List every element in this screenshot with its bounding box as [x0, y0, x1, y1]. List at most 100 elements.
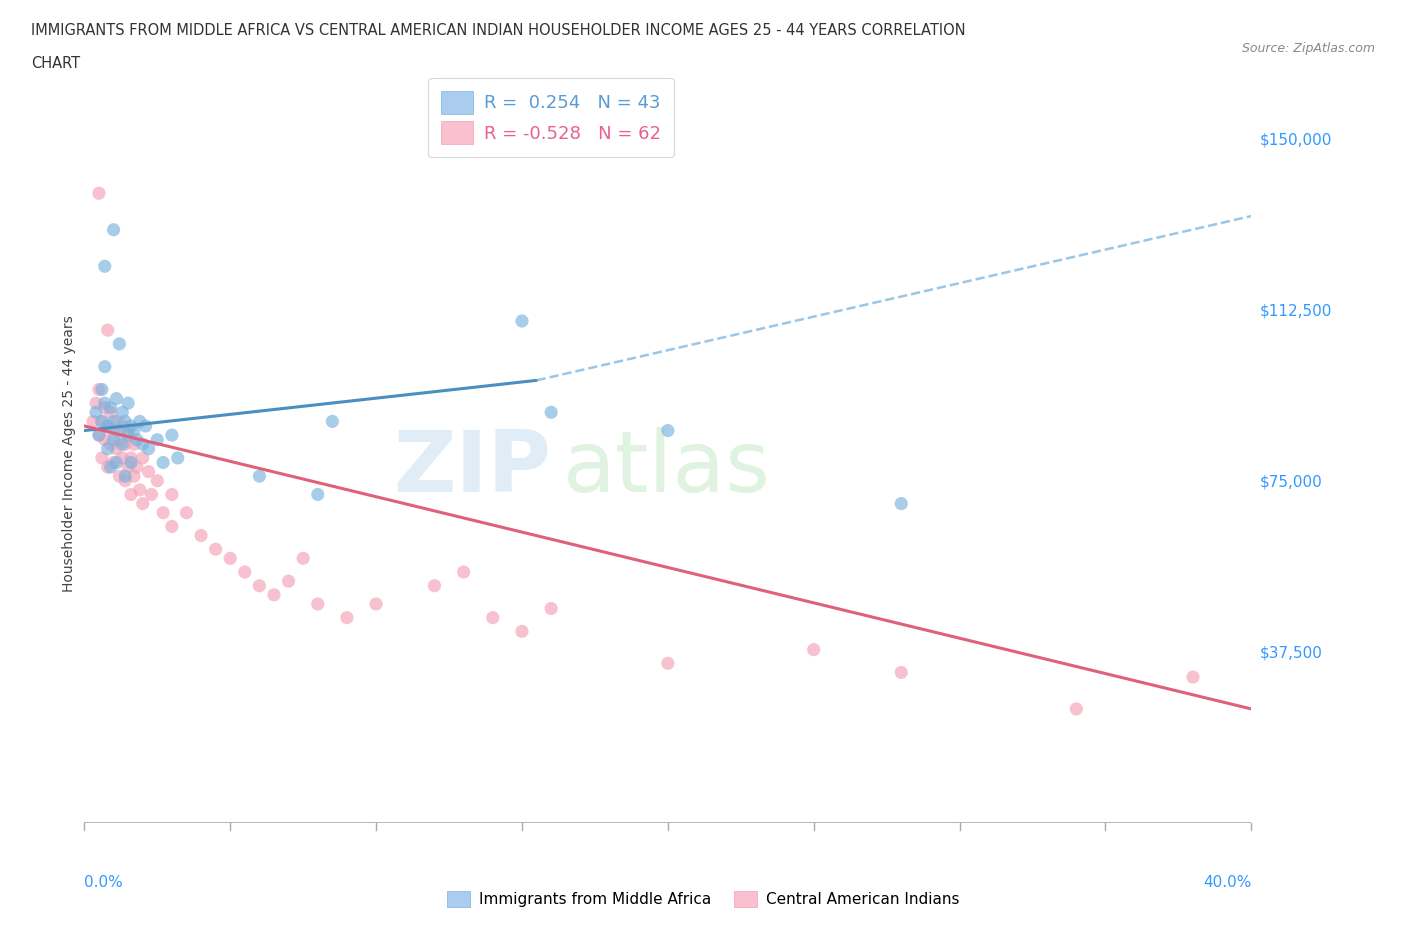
Point — [146, 432, 169, 447]
Point — [97, 418, 120, 433]
Text: CHART: CHART — [31, 56, 80, 71]
Point — [135, 418, 157, 433]
Point — [481, 610, 505, 625]
Point — [277, 574, 299, 589]
Point — [111, 418, 134, 433]
Point — [87, 428, 110, 443]
Point — [111, 437, 134, 452]
Point — [247, 578, 270, 593]
Point — [453, 565, 475, 579]
Text: IMMIGRANTS FROM MIDDLE AFRICA VS CENTRAL AMERICAN INDIAN HOUSEHOLDER INCOME AGES: IMMIGRANTS FROM MIDDLE AFRICA VS CENTRAL… — [31, 23, 966, 38]
Point — [111, 450, 134, 465]
Point — [120, 450, 142, 465]
Point — [105, 442, 128, 457]
Point — [146, 473, 169, 488]
Point — [657, 656, 679, 671]
Point — [87, 428, 110, 443]
Point — [247, 469, 270, 484]
Point — [1181, 670, 1204, 684]
Point — [84, 396, 107, 411]
Point — [890, 496, 912, 511]
Point — [94, 432, 117, 447]
Point — [233, 565, 256, 579]
Point — [103, 432, 125, 447]
Point — [138, 442, 160, 457]
Point — [97, 323, 120, 338]
Point — [108, 432, 131, 447]
Point — [540, 601, 562, 616]
Point — [176, 505, 198, 520]
Point — [132, 437, 155, 452]
Point — [105, 455, 128, 470]
Point — [117, 423, 139, 438]
Point — [423, 578, 446, 593]
Point — [97, 459, 120, 474]
Point — [103, 414, 125, 429]
Point — [97, 418, 120, 433]
Point — [204, 542, 226, 557]
Point — [117, 428, 139, 443]
Legend: R =  0.254   N = 43, R = -0.528   N = 62: R = 0.254 N = 43, R = -0.528 N = 62 — [429, 78, 673, 157]
Point — [103, 222, 125, 237]
Point — [263, 588, 285, 603]
Point — [105, 414, 128, 429]
Point — [100, 400, 122, 415]
Point — [219, 551, 242, 565]
Point — [87, 186, 110, 201]
Point — [307, 487, 329, 502]
Point — [111, 405, 134, 419]
Point — [117, 459, 139, 474]
Point — [84, 405, 107, 419]
Legend: Immigrants from Middle Africa, Central American Indians: Immigrants from Middle Africa, Central A… — [440, 884, 966, 913]
Point — [103, 423, 125, 438]
Point — [120, 418, 142, 433]
Point — [160, 487, 183, 502]
Point — [108, 337, 131, 352]
Point — [103, 455, 125, 470]
Point — [128, 414, 150, 429]
Point — [105, 392, 128, 406]
Point — [128, 483, 150, 498]
Point — [108, 469, 131, 484]
Point — [152, 455, 174, 470]
Point — [114, 414, 136, 429]
Point — [657, 423, 679, 438]
Point — [125, 432, 148, 447]
Point — [94, 259, 117, 273]
Point — [1066, 701, 1088, 716]
Point — [94, 359, 117, 374]
Point — [125, 459, 148, 474]
Point — [540, 405, 562, 419]
Point — [100, 459, 122, 474]
Point — [160, 519, 183, 534]
Text: 40.0%: 40.0% — [1204, 875, 1251, 890]
Point — [120, 487, 142, 502]
Point — [366, 596, 388, 611]
Point — [190, 528, 212, 543]
Point — [336, 610, 359, 625]
Point — [138, 464, 160, 479]
Point — [510, 624, 533, 639]
Point — [114, 469, 136, 484]
Point — [117, 396, 139, 411]
Text: Source: ZipAtlas.com: Source: ZipAtlas.com — [1241, 42, 1375, 55]
Point — [166, 450, 188, 465]
Point — [152, 505, 174, 520]
Point — [82, 414, 104, 429]
Text: atlas: atlas — [562, 427, 770, 510]
Point — [90, 414, 112, 429]
Point — [321, 414, 343, 429]
Point — [100, 437, 122, 452]
Point — [292, 551, 315, 565]
Point — [307, 596, 329, 611]
Point — [97, 442, 120, 457]
Point — [141, 487, 163, 502]
Point — [94, 400, 117, 415]
Point — [122, 437, 145, 452]
Point — [132, 450, 155, 465]
Point — [114, 437, 136, 452]
Point — [122, 423, 145, 438]
Point — [90, 450, 112, 465]
Text: ZIP: ZIP — [394, 427, 551, 510]
Point — [90, 382, 112, 397]
